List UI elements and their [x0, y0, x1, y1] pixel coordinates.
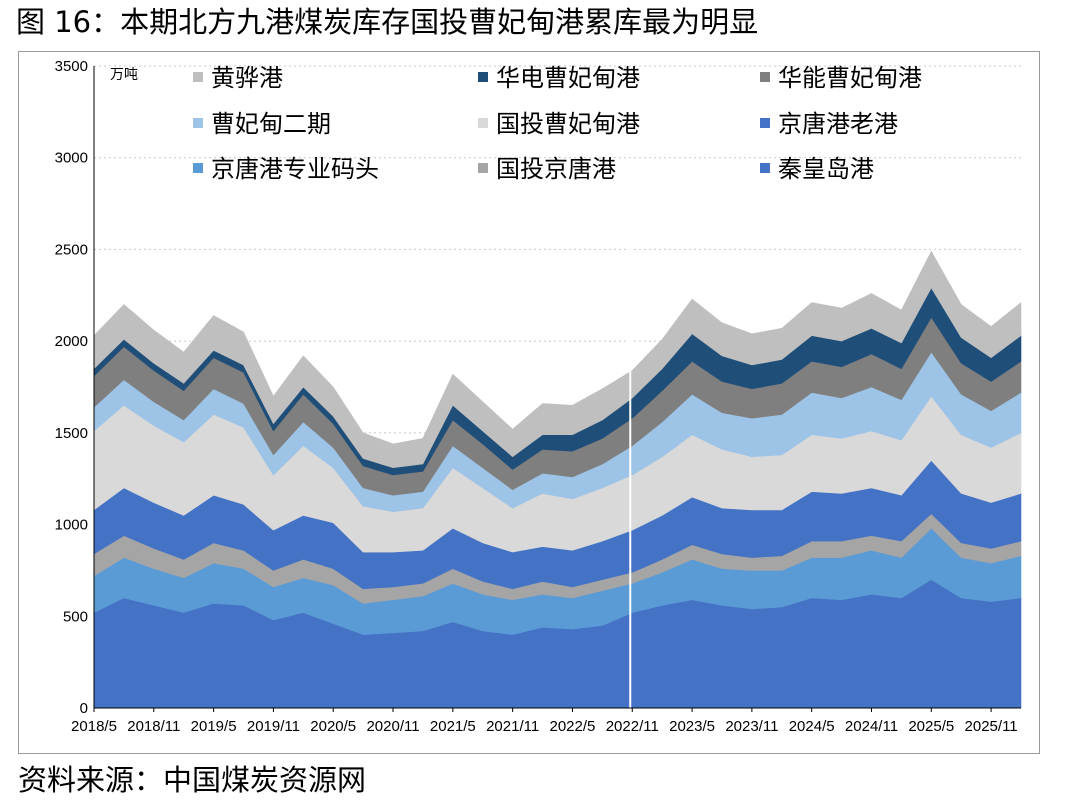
- x-tick-label: 2023/5: [669, 718, 715, 735]
- legend-swatch: [478, 118, 488, 128]
- legend-swatch: [193, 72, 203, 82]
- y-tick-label: 500: [63, 608, 88, 625]
- x-tick-label: 2019/11: [247, 718, 300, 735]
- legend-item: 华能曹妃甸港: [760, 65, 922, 91]
- x-tick-label: 2024/11: [845, 718, 898, 735]
- legend-swatch: [478, 163, 488, 173]
- x-tick-label: 2025/11: [965, 718, 1018, 735]
- legend-swatch: [760, 163, 770, 173]
- x-tick-label: 2024/5: [789, 718, 835, 735]
- legend-swatch: [760, 118, 770, 128]
- legend-swatch: [478, 72, 488, 82]
- unit-label: 万吨: [110, 66, 138, 82]
- source-note: 资料来源：中国煤炭资源网: [18, 763, 367, 797]
- chart-frame: [18, 51, 1040, 754]
- y-tick-label: 2500: [55, 241, 88, 258]
- y-tick-label: 3500: [55, 58, 88, 75]
- legend-item: 华电曹妃甸港: [478, 65, 640, 91]
- legend-item: 国投京唐港: [478, 156, 616, 182]
- y-tick-label: 0: [80, 700, 88, 717]
- legend-label: 黄骅港: [211, 64, 283, 92]
- legend-label: 国投京唐港: [496, 155, 616, 183]
- legend-item: 曹妃甸二期: [193, 111, 331, 137]
- legend-swatch: [193, 118, 203, 128]
- legend-swatch: [193, 163, 203, 173]
- y-tick-label: 2000: [55, 333, 88, 350]
- x-tick-label: 2025/5: [908, 718, 954, 735]
- area-series-9: [93, 250, 1022, 469]
- legend-label: 国投曹妃甸港: [496, 110, 640, 138]
- x-tick-label: 2021/5: [430, 718, 476, 735]
- legend-label: 京唐港专业码头: [211, 155, 379, 183]
- x-tick-label: 2022/11: [606, 718, 659, 735]
- x-tick-label: 2020/11: [366, 718, 419, 735]
- legend-label: 华能曹妃甸港: [778, 64, 922, 92]
- legend-item: 京唐港老港: [760, 111, 898, 137]
- figure-title: 图 16：本期北方九港煤炭库存国投曹妃甸港累库最为明显: [16, 5, 759, 39]
- legend-label: 华电曹妃甸港: [496, 64, 640, 92]
- legend-label: 京唐港老港: [778, 110, 898, 138]
- legend-item: 黄骅港: [193, 65, 283, 91]
- legend-item: 国投曹妃甸港: [478, 111, 640, 137]
- x-tick-label: 2018/11: [127, 718, 180, 735]
- legend-item: 京唐港专业码头: [193, 156, 379, 182]
- x-tick-label: 2022/5: [550, 718, 596, 735]
- legend-label: 曹妃甸二期: [211, 110, 331, 138]
- y-tick-label: 3000: [55, 150, 88, 167]
- y-tick-label: 1000: [55, 517, 88, 534]
- legend-label: 秦皇岛港: [778, 155, 874, 183]
- legend-swatch: [760, 72, 770, 82]
- x-tick-label: 2021/11: [486, 718, 539, 735]
- x-tick-label: 2020/5: [310, 718, 356, 735]
- stacked-area-chart: 0 500 1000 1500 2000 2500 3000 3500 2018/5 2018/1…: [55, 58, 1022, 735]
- x-tick-label: 2023/11: [725, 718, 778, 735]
- x-tick-label: 2018/5: [71, 718, 117, 735]
- x-tick-label: 2019/5: [191, 718, 237, 735]
- legend-item: 秦皇岛港: [760, 156, 874, 182]
- y-tick-label: 1500: [55, 425, 88, 442]
